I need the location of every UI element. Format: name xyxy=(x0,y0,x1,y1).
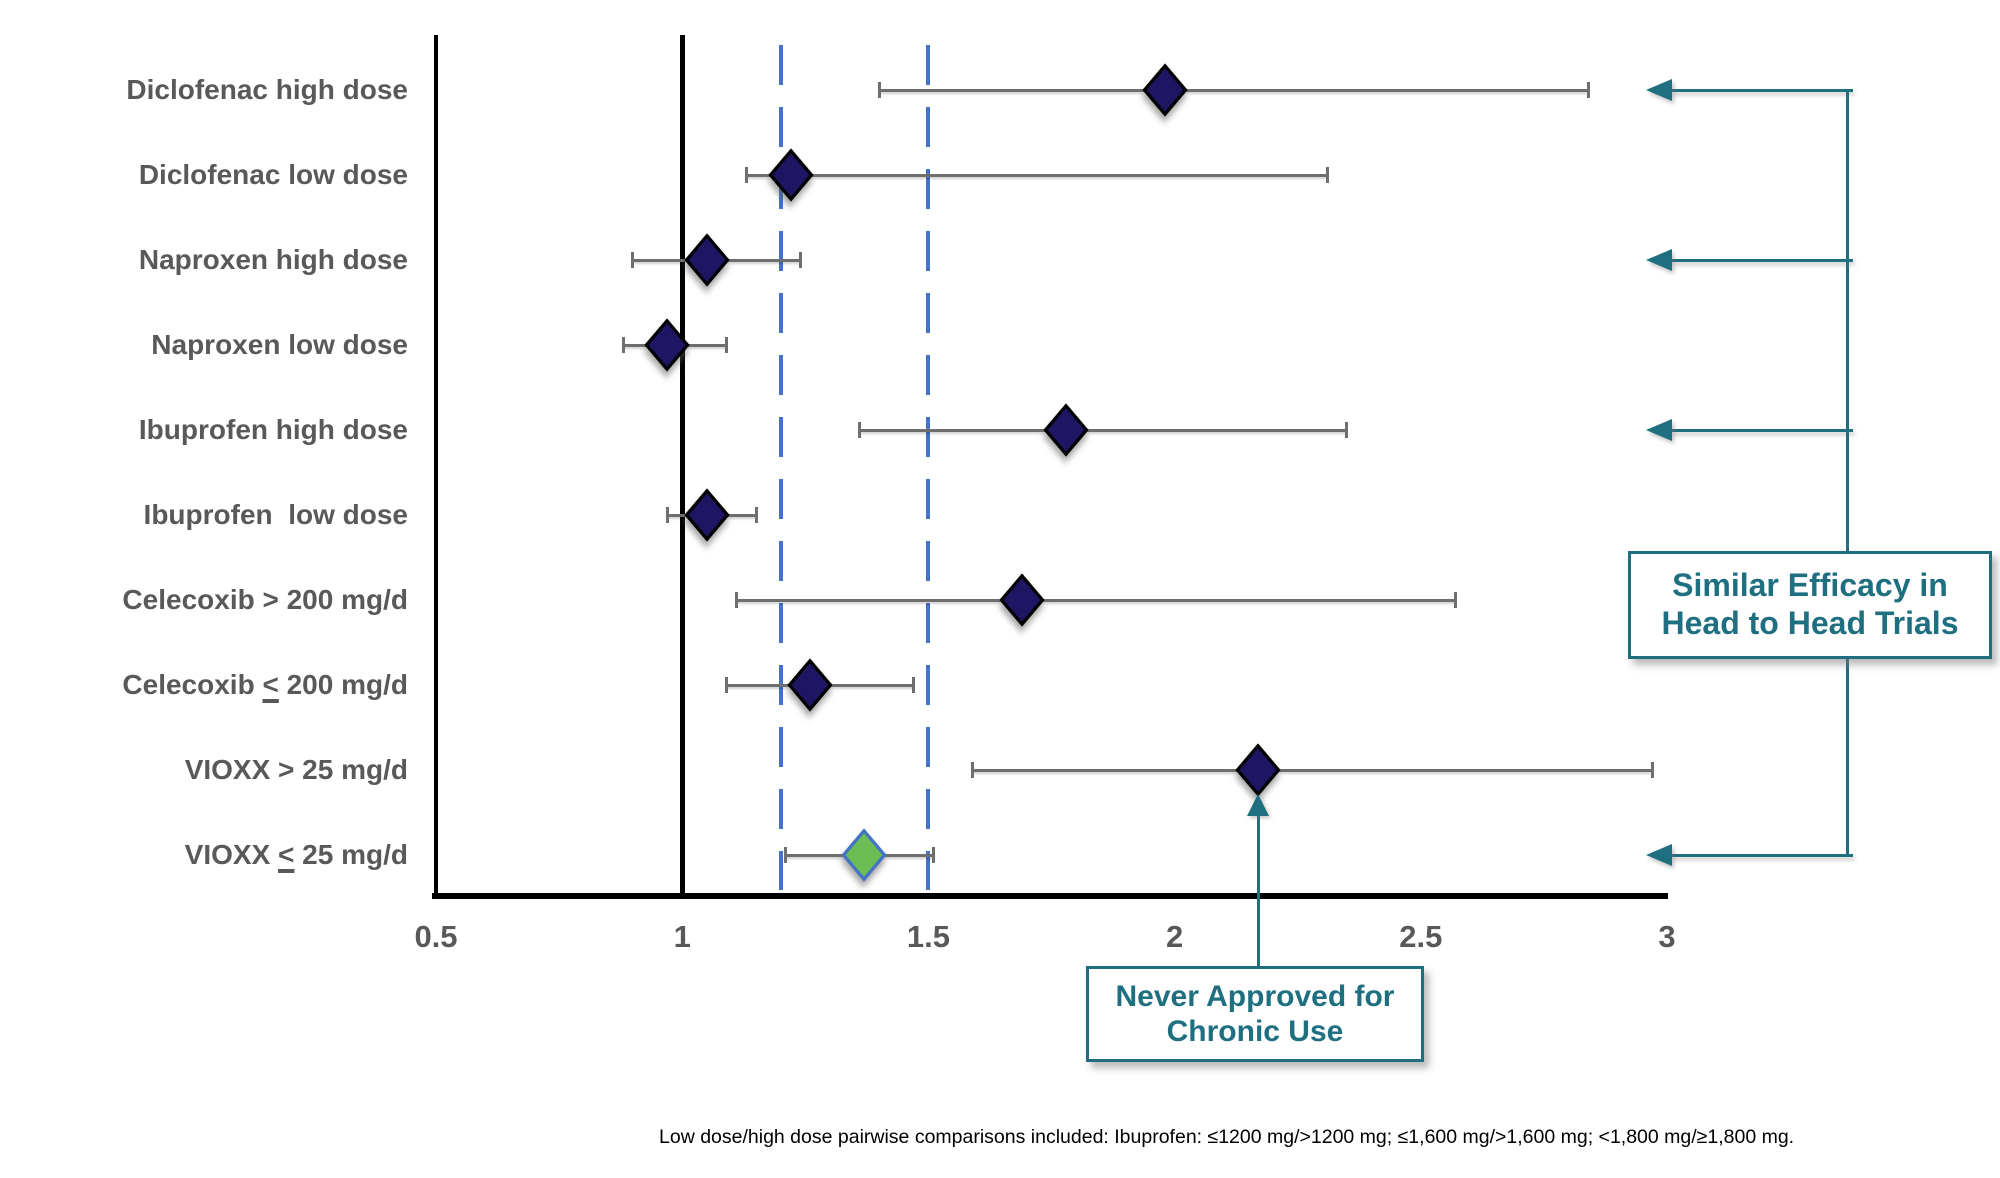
estimate-diamond xyxy=(1043,403,1089,457)
estimate-diamond xyxy=(999,573,1045,627)
ci-cap-left xyxy=(665,507,669,523)
ci-cap-right xyxy=(1453,592,1457,608)
never-approved-connector-line xyxy=(1256,814,1260,966)
ci-cap-right xyxy=(931,847,935,863)
efficacy-arrow-line xyxy=(1670,428,1853,432)
x-tick-label: 0.5 xyxy=(414,919,458,954)
ci-bar xyxy=(736,598,1456,602)
left-arrow-icon xyxy=(1646,79,1672,101)
ci-cap-right xyxy=(1345,422,1349,438)
estimate-diamond xyxy=(787,658,833,712)
row-label: Naproxen low dose xyxy=(151,329,408,360)
left-arrow-icon xyxy=(1646,419,1672,441)
row-label: Diclofenac high dose xyxy=(126,74,408,105)
ci-cap-left xyxy=(734,592,738,608)
ci-cap-right xyxy=(798,252,802,268)
ci-cap-right xyxy=(754,507,758,523)
efficacy-arrow-line xyxy=(1670,88,1853,92)
ci-cap-left xyxy=(621,337,625,353)
ci-bar xyxy=(746,173,1328,177)
ci-cap-right xyxy=(1325,167,1329,183)
x-tick-label: 1.5 xyxy=(906,919,950,954)
ci-cap-left xyxy=(857,422,861,438)
estimate-diamond xyxy=(644,318,691,372)
estimate-diamond xyxy=(1142,63,1188,117)
ci-bar xyxy=(972,768,1653,772)
left-arrow-icon xyxy=(1646,249,1672,271)
ci-cap-left xyxy=(725,677,729,693)
row-label: Diclofenac low dose xyxy=(138,159,408,190)
estimate-diamond xyxy=(767,148,814,202)
ci-cap-left xyxy=(784,847,788,863)
x-axis-line xyxy=(432,893,1668,899)
ci-cap-right xyxy=(725,337,729,353)
x-tick-label: 1 xyxy=(673,919,691,954)
ci-cap-left xyxy=(631,252,635,268)
row-label: Celecoxib > 200 mg/d xyxy=(122,584,408,615)
efficacy-arrow-line xyxy=(1670,853,1853,857)
ci-cap-left xyxy=(971,762,975,778)
dashed-guideline xyxy=(778,45,783,890)
estimate-diamond xyxy=(841,828,888,882)
x-tick-label: 3 xyxy=(1658,919,1676,954)
dashed-guideline xyxy=(926,45,931,890)
row-label: Naproxen high dose xyxy=(138,244,408,275)
efficacy-bracket-line xyxy=(1846,88,1849,857)
less-equal-symbol: < xyxy=(278,839,295,870)
never-approved-callout: Never Approved for Chronic Use xyxy=(1086,966,1424,1062)
left-arrow-icon xyxy=(1646,844,1672,866)
estimate-diamond xyxy=(684,233,730,287)
x-tick-label: 2 xyxy=(1165,919,1184,954)
up-arrow-icon xyxy=(1247,794,1270,816)
similar-efficacy-callout: Similar Efficacy in Head to Head Trials xyxy=(1628,551,1992,659)
y-axis-line xyxy=(434,35,438,899)
estimate-diamond xyxy=(684,488,730,542)
estimate-diamond xyxy=(1235,743,1281,797)
row-label: Ibuprofen high dose xyxy=(138,414,408,445)
row-label: VIOXX > 25 mg/d xyxy=(184,754,408,785)
footnote-line: Low dose/high dose pairwise comparisons … xyxy=(659,1126,1795,1148)
reference-line-at-1 xyxy=(679,35,685,899)
x-tick-label: 2.5 xyxy=(1399,919,1443,954)
ci-cap-right xyxy=(1650,762,1654,778)
efficacy-arrow-line xyxy=(1670,258,1853,262)
ci-cap-left xyxy=(877,82,881,98)
row-label: Celecoxib < 200 mg/d xyxy=(122,669,408,700)
row-label: VIOXX < 25 mg/d xyxy=(184,839,408,870)
ci-cap-right xyxy=(912,677,916,693)
footnote: Low dose/high dose pairwise comparisons … xyxy=(659,1081,1819,1178)
ci-cap-left xyxy=(744,167,748,183)
row-label: Ibuprofen low dose xyxy=(143,499,408,530)
ci-bar xyxy=(879,88,1589,92)
ci-bar xyxy=(859,428,1347,432)
ci-cap-right xyxy=(1586,82,1590,98)
less-equal-symbol: < xyxy=(262,669,279,700)
